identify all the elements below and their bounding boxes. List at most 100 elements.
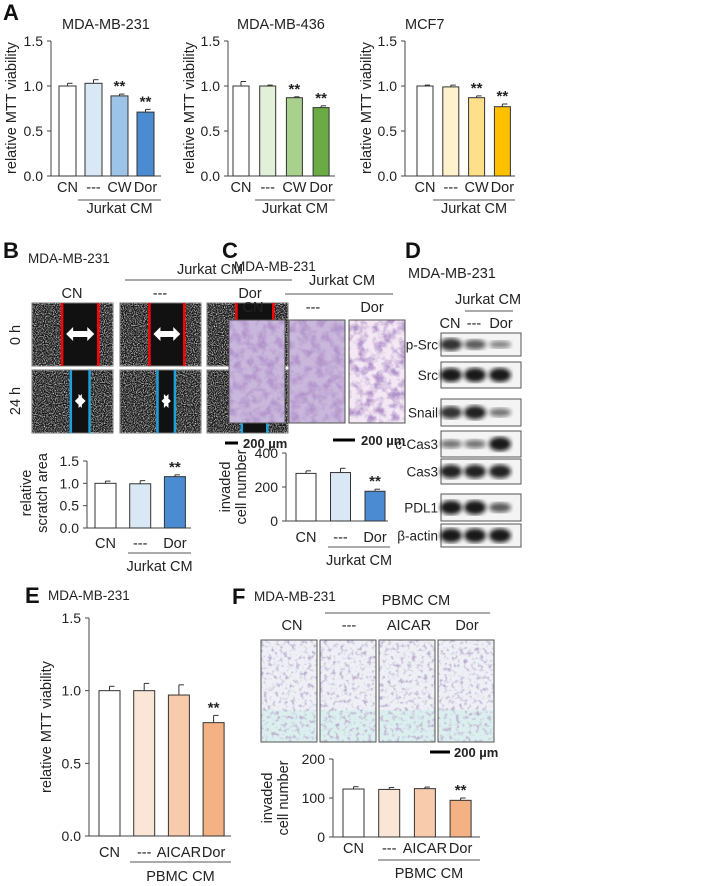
blot-band bbox=[440, 464, 462, 479]
x-tick-label: CN bbox=[415, 180, 436, 196]
double-arrow-icon bbox=[153, 327, 181, 341]
group-label: Jurkat CM bbox=[126, 559, 192, 575]
blot-band bbox=[464, 339, 486, 350]
significance-marker: ** bbox=[140, 93, 152, 110]
chart-a1: 0.0 0.5 1.0 1.5 MDA-MB-231 relative MTT viabi… bbox=[4, 17, 161, 217]
column-label: CN bbox=[282, 618, 303, 634]
blot-band bbox=[489, 464, 511, 479]
bar-a2-3 bbox=[312, 107, 330, 177]
panel-label-e: E bbox=[25, 583, 40, 608]
y-tick-label: 0.0 bbox=[201, 168, 221, 184]
y-tick-label: 1.5 bbox=[201, 33, 221, 49]
x-tick-label: CW bbox=[465, 180, 489, 196]
y-tick-label: 1.5 bbox=[60, 453, 80, 469]
bar-a1-2 bbox=[110, 95, 129, 177]
significance-marker: ** bbox=[114, 78, 126, 95]
scratch-image-24h bbox=[119, 369, 202, 434]
bar-a1-1 bbox=[84, 82, 103, 177]
scratch-image-24h bbox=[31, 369, 114, 434]
significance-marker: ** bbox=[315, 90, 327, 107]
y-tick-label: 0.5 bbox=[62, 755, 82, 771]
scale-bar-label: 200 µm bbox=[454, 745, 498, 760]
bar-a3-3 bbox=[493, 106, 511, 177]
cell-line-label: MDA-MB-231 bbox=[48, 588, 130, 603]
group-label: Jurkat CM bbox=[177, 262, 243, 278]
y-axis-label: relative MTT viability bbox=[4, 41, 20, 174]
group-label: Jurkat CM bbox=[326, 553, 392, 569]
blot-band bbox=[440, 368, 462, 382]
x-tick-label: CN bbox=[95, 536, 116, 552]
y-tick-label: 1.5 bbox=[378, 33, 398, 49]
chart-title: MDA-MB-231 bbox=[62, 17, 150, 33]
blot-band bbox=[440, 500, 462, 515]
column-label: Dor bbox=[360, 300, 384, 316]
chart-f: 0 100 200 invadedcell number CN --- AICAR ** Dor… bbox=[260, 751, 480, 882]
chart-title: MDA-MB-436 bbox=[237, 17, 325, 33]
scale-bar-label: 200 µm bbox=[361, 433, 405, 448]
x-tick-label: --- bbox=[137, 845, 152, 861]
chart-b: 0.0 0.5 1.0 1.5 relativescratch area CN --- ** D… bbox=[19, 452, 192, 575]
blot-c-cas3 bbox=[440, 430, 522, 458]
bar-c-1 bbox=[330, 472, 351, 522]
chart-title: MCF7 bbox=[405, 17, 444, 33]
x-tick-label: CN bbox=[343, 841, 364, 857]
blot-band bbox=[440, 528, 462, 543]
column-label: CN bbox=[62, 286, 83, 302]
blot-label: Src bbox=[418, 368, 439, 383]
y-tick-label: 1.5 bbox=[24, 33, 44, 49]
blot-band bbox=[489, 437, 511, 451]
blot-src bbox=[440, 361, 522, 389]
cell-line-label: MDA-MB-231 bbox=[254, 589, 336, 604]
chart-a2: 0.0 0.5 1.0 1.5 MDA-MB-436 relative MTT viabi… bbox=[182, 17, 335, 217]
cell-line-label: MDA-MB-231 bbox=[408, 266, 496, 282]
x-tick-label: AICAR bbox=[403, 841, 447, 857]
double-arrow-icon bbox=[74, 394, 86, 408]
bar-a2-1 bbox=[259, 85, 277, 177]
panel-label-f: F bbox=[232, 584, 245, 609]
cell-line-label: MDA-MB-231 bbox=[234, 259, 316, 274]
blot-band bbox=[464, 439, 486, 449]
x-tick-label: CN bbox=[99, 845, 120, 861]
y-tick-label: 0.5 bbox=[201, 123, 221, 139]
bar-a3-2 bbox=[468, 97, 486, 177]
group-label: Jurkat CM bbox=[309, 273, 375, 289]
group-label: PBMC CM bbox=[146, 869, 214, 885]
scratch-image-0h bbox=[119, 302, 202, 367]
column-label: CN bbox=[440, 316, 461, 332]
bar-f-2 bbox=[413, 788, 436, 838]
y-tick-label: 0 bbox=[270, 513, 278, 529]
y-tick-label: 1.0 bbox=[201, 78, 221, 94]
y-tick-label: 0 bbox=[317, 829, 325, 845]
column-label: Dor bbox=[238, 286, 262, 302]
panel-label-c: C bbox=[222, 238, 238, 263]
group-label: PBMC CM bbox=[382, 593, 450, 609]
y-tick-label: 0.5 bbox=[60, 498, 80, 514]
bar-a2-2 bbox=[285, 97, 303, 177]
x-tick-label: --- bbox=[444, 180, 459, 196]
y-axis-label: relative MTT viability bbox=[182, 41, 198, 174]
bar-f-0 bbox=[342, 788, 365, 838]
blot-pdl1 bbox=[440, 493, 522, 522]
column-label: CN bbox=[243, 300, 264, 316]
column-label: AICAR bbox=[387, 618, 431, 634]
blot-band bbox=[464, 500, 486, 515]
y-axis-label: relative MTT viability bbox=[39, 660, 55, 793]
bar-f-1 bbox=[378, 788, 401, 838]
significance-marker: ** bbox=[208, 699, 220, 716]
x-tick-label: --- bbox=[382, 841, 397, 857]
bar-c-0 bbox=[295, 472, 317, 522]
x-tick-label: CN bbox=[296, 530, 317, 546]
blot--actin bbox=[440, 523, 522, 548]
cell-line-label: MDA-MB-231 bbox=[28, 251, 110, 266]
blot-band bbox=[464, 368, 486, 382]
blot-label: Snail bbox=[408, 406, 438, 421]
bar-a3-1 bbox=[442, 86, 460, 177]
y-axis-label: relativescratch area bbox=[19, 452, 51, 533]
blot-band bbox=[464, 405, 486, 420]
bar-e-1 bbox=[133, 690, 156, 837]
scale-bar-label: 200 µm bbox=[243, 436, 287, 451]
significance-marker: ** bbox=[455, 782, 467, 799]
x-tick-label: Dor bbox=[134, 180, 158, 196]
y-tick-label: 0.0 bbox=[24, 168, 44, 184]
